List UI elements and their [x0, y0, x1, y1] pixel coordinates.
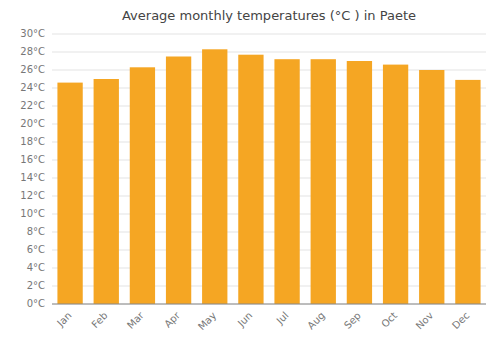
y-tick-label: 28°C: [20, 46, 45, 57]
x-tick-label: Mar: [125, 309, 147, 331]
y-tick-label: 10°C: [20, 208, 45, 219]
bar: [202, 49, 227, 304]
grid-line: [52, 304, 486, 305]
x-tick-label: Jul: [274, 310, 291, 327]
x-tick-label: Jan: [54, 310, 73, 329]
bar: [383, 65, 408, 304]
y-tick-label: 22°C: [20, 100, 45, 111]
y-tick-label: 14°C: [20, 172, 45, 183]
bar: [166, 57, 191, 305]
y-tick-label: 8°C: [27, 226, 45, 237]
y-tick-label: 30°C: [20, 28, 45, 39]
y-tick-label: 12°C: [20, 190, 45, 201]
bar: [130, 67, 155, 304]
y-tick-label: 26°C: [20, 64, 45, 75]
y-tick-label: 20°C: [20, 118, 45, 129]
bar: [455, 80, 480, 304]
x-tick-label: Feb: [89, 310, 109, 330]
x-tick-label: Nov: [414, 310, 436, 332]
y-tick-label: 2°C: [27, 280, 45, 291]
bar: [311, 59, 336, 304]
x-tick-label: Apr: [162, 309, 183, 330]
bar: [57, 83, 82, 304]
bars: [57, 49, 480, 304]
y-tick-label: 18°C: [20, 136, 45, 147]
bar: [419, 70, 444, 304]
y-tick-labels: 0°C 2°C 4°C 6°C 8°C 10°C 12°C 14°C 16°C 18°C 20°C 2…: [20, 28, 45, 309]
y-tick-label: 4°C: [27, 262, 45, 273]
x-axis-line: [52, 304, 486, 305]
bar: [274, 59, 299, 304]
x-tick-label: May: [196, 310, 218, 332]
x-tick-labels: Jan Feb Mar Apr May Jun Jul Aug Sep Oct Nov Dec: [54, 309, 471, 332]
grid-line: [52, 52, 486, 53]
x-tick-label: Dec: [450, 310, 471, 331]
x-tick-label: Jun: [235, 310, 255, 330]
x-tick-label: Sep: [342, 310, 363, 331]
grid-line: [52, 34, 486, 35]
chart-container: 0°C 2°C 4°C 6°C 8°C 10°C 12°C 14°C 16°C 18°C 20°C 2…: [0, 0, 500, 350]
bar: [238, 55, 263, 304]
chart: 0°C 2°C 4°C 6°C 8°C 10°C 12°C 14°C 16°C 18°C 20°C 2…: [0, 0, 500, 350]
y-tick-label: 6°C: [27, 244, 45, 255]
y-tick-label: 0°C: [27, 298, 45, 309]
y-tick-label: 24°C: [20, 82, 45, 93]
title: Average monthly temperatures (°C ) in Pa…: [122, 8, 416, 23]
bar: [347, 61, 372, 304]
grid: [52, 34, 486, 304]
x-tick-label: Aug: [305, 310, 327, 332]
y-tick-label: 16°C: [20, 154, 45, 165]
x-tick-label: Oct: [379, 310, 399, 330]
bar: [94, 79, 119, 304]
